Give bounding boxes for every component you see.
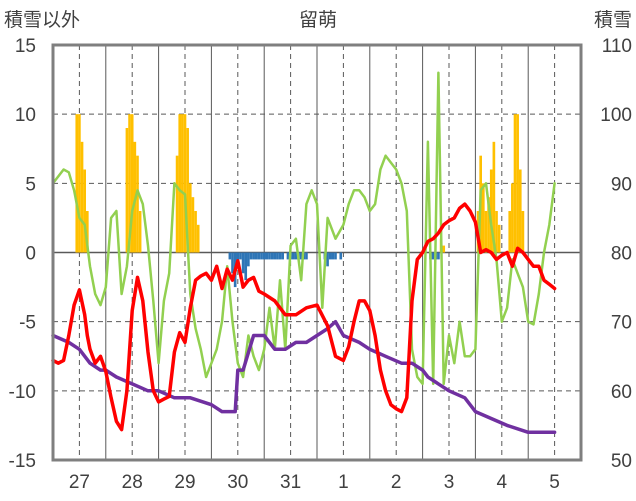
- precip-bar: [508, 211, 512, 253]
- precip-bar: [518, 169, 522, 253]
- right-tick-label: 80: [611, 244, 632, 265]
- precip-bar: [191, 197, 195, 253]
- precip-bar: [521, 211, 525, 253]
- precip-bar: [78, 114, 81, 253]
- chart-title: 留萌: [299, 9, 337, 31]
- precip-bar: [186, 128, 189, 253]
- precip-bar: [249, 252, 253, 260]
- precip-bar: [331, 252, 335, 260]
- precip-bar: [181, 114, 184, 253]
- precip-bar: [294, 252, 298, 260]
- precip-bar: [244, 252, 248, 281]
- left-axis-label: 積雪以外: [4, 9, 80, 31]
- precip-bar: [482, 183, 485, 253]
- precip-bar: [484, 211, 488, 253]
- precip-bar: [334, 252, 337, 260]
- precip-bar: [339, 252, 343, 260]
- precip-bar: [86, 211, 89, 253]
- right-axis-label: 積雪: [594, 9, 632, 31]
- precip-bar: [492, 141, 496, 253]
- precip-bar: [270, 252, 274, 260]
- precip-bar: [495, 211, 498, 253]
- precip-bar: [268, 252, 271, 260]
- precip-bar: [254, 252, 258, 260]
- precip-bar: [489, 169, 493, 253]
- left-tick-label: -5: [19, 313, 36, 334]
- x-tick-label: 2: [391, 472, 402, 493]
- x-tick-label: 27: [69, 472, 90, 493]
- x-tick-label: 3: [444, 472, 455, 493]
- precip-bar: [178, 114, 182, 253]
- x-tick-label: 31: [280, 472, 301, 493]
- precip-bar: [431, 252, 435, 260]
- precip-bar: [128, 114, 131, 253]
- right-tick-label: 100: [600, 105, 632, 126]
- precip-bar: [136, 155, 139, 253]
- right-tick-label: 70: [611, 313, 632, 334]
- precip-bar: [326, 252, 329, 267]
- left-tick-label: -15: [9, 451, 36, 472]
- precip-bar: [130, 114, 134, 253]
- left-tick-label: 10: [15, 105, 36, 126]
- precip-bar: [497, 224, 501, 253]
- precip-bar: [328, 252, 332, 260]
- humidity-line: [51, 71, 556, 386]
- x-tick-label: 4: [497, 472, 508, 493]
- precip-bar: [265, 252, 269, 260]
- precip-bar: [188, 183, 192, 253]
- left-tick-label: -10: [9, 382, 36, 403]
- left-tick-label: 5: [25, 174, 36, 195]
- precip-bar: [299, 252, 303, 260]
- precip-bar: [247, 252, 250, 267]
- precip-bar: [262, 252, 266, 260]
- precip-bar: [260, 252, 263, 260]
- precip-bar: [75, 114, 79, 253]
- right-tick-label: 110: [602, 36, 632, 57]
- precip-bar: [175, 155, 179, 253]
- precip-bar: [138, 211, 142, 253]
- precip-bar: [183, 114, 187, 253]
- precip-bar: [125, 128, 129, 253]
- precip-bar: [437, 252, 440, 260]
- precip-bar: [80, 141, 84, 253]
- left-tick-label: 15: [15, 36, 36, 57]
- x-tick-label: 1: [338, 472, 349, 493]
- precip-bar: [273, 252, 277, 260]
- precip-bar: [231, 252, 234, 274]
- left-tick-label: 0: [25, 244, 36, 265]
- precip-bar: [286, 252, 290, 260]
- precip-bar: [252, 252, 255, 260]
- precip-bar: [276, 252, 279, 260]
- precip-bar: [194, 211, 197, 253]
- snow_depth-line: [51, 319, 557, 435]
- temperature-line: [51, 202, 557, 432]
- right-tick-label: 60: [611, 382, 632, 403]
- precip-bar: [83, 169, 86, 253]
- series-lines: [51, 71, 557, 435]
- x-tick-label: 29: [174, 472, 195, 493]
- precip-bar: [228, 252, 232, 260]
- x-tick-label: 28: [122, 472, 143, 493]
- precip-bar: [442, 245, 446, 253]
- precip-bar: [241, 252, 245, 274]
- plot-frame: [51, 43, 583, 462]
- precip-bar: [257, 252, 261, 260]
- x-tick-label: 30: [227, 472, 248, 493]
- precip-bar: [487, 197, 490, 253]
- precip-bar: [291, 252, 295, 260]
- precip-bar: [513, 114, 517, 253]
- precip-bar: [281, 252, 284, 260]
- precip-bar: [511, 183, 514, 253]
- precip-bar: [196, 224, 200, 253]
- precip-bar: [278, 252, 282, 260]
- precip-bar: [239, 252, 242, 260]
- right-tick-label: 50: [611, 451, 632, 472]
- right-tick-label: 90: [611, 174, 632, 195]
- x-tick-label: 5: [549, 472, 560, 493]
- precip-bar: [305, 252, 308, 260]
- precip-bar: [516, 114, 519, 253]
